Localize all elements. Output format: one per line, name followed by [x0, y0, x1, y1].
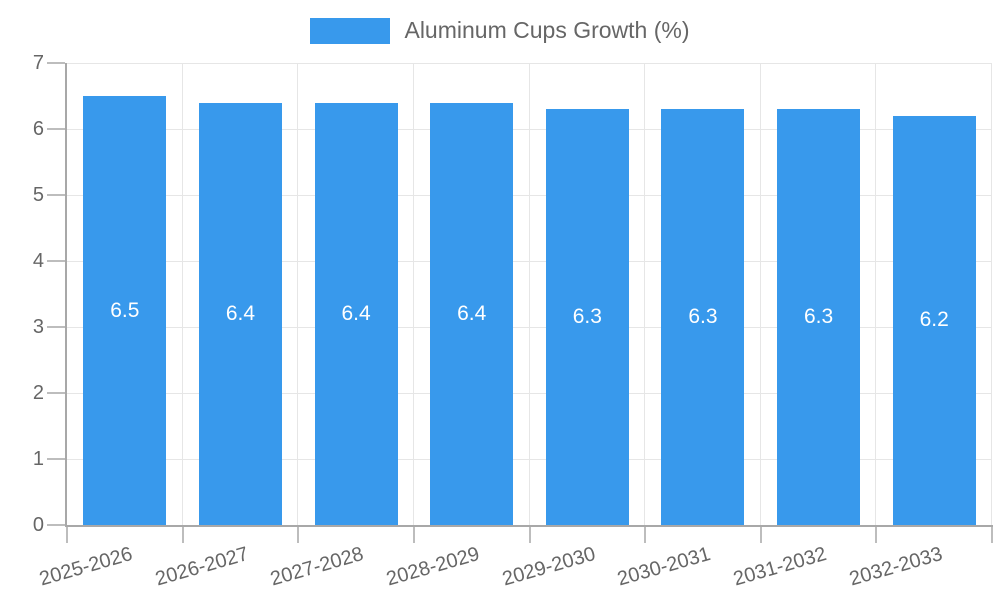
- y-axis-label: 0: [32, 514, 44, 536]
- gridline-horizontal: [67, 63, 992, 64]
- x-axis-tick: [66, 525, 68, 543]
- x-axis-tick: [875, 525, 878, 543]
- x-axis-label: 2028-2029: [384, 542, 483, 591]
- gridline-horizontal: [67, 195, 992, 196]
- y-axis-tick: [47, 260, 65, 262]
- bar-2029-2030[interactable]: 6.3: [545, 109, 629, 525]
- gridline-vertical: [181, 63, 183, 525]
- x-axis-label: 2029-2030: [499, 542, 598, 591]
- x-axis-tick: [412, 525, 415, 543]
- y-axis-label: 7: [32, 52, 44, 74]
- gridline-vertical: [759, 63, 761, 525]
- gridline-horizontal: [67, 327, 992, 328]
- gridline-vertical: [644, 63, 646, 525]
- bar-value-label: 6.3: [572, 305, 602, 329]
- x-axis-tick: [991, 525, 993, 543]
- gridline-vertical: [991, 63, 992, 525]
- y-axis-tick: [47, 128, 65, 130]
- y-axis-label: 6: [32, 118, 44, 140]
- x-axis-tick: [759, 525, 762, 543]
- bar-value-label: 6.4: [341, 301, 371, 325]
- bar-2030-2031[interactable]: 6.3: [661, 109, 745, 525]
- gridline-vertical: [528, 63, 530, 525]
- y-axis-tick: [47, 392, 65, 394]
- y-axis-line: [65, 63, 67, 527]
- bar-value-label: 6.4: [225, 301, 256, 325]
- y-axis-tick: [47, 524, 65, 526]
- x-axis-label: 2032-2033: [846, 542, 945, 591]
- y-axis-label: 2: [32, 382, 44, 404]
- bar-2025-2026[interactable]: 6.5: [83, 96, 167, 525]
- x-axis-tick: [181, 525, 184, 543]
- bar-value-label: 6.2: [919, 308, 949, 332]
- gridline-horizontal: [67, 129, 992, 130]
- y-axis-tick: [47, 62, 65, 64]
- x-axis-line: [65, 525, 993, 527]
- gridline-vertical: [875, 63, 877, 525]
- bar-2026-2027[interactable]: 6.4: [198, 102, 282, 525]
- plot-area: 0 1 2 3 4 5 6 7 6.5 6.4 6.4 6.4 6.3 6.3 6.3 6.2 2025-202…: [33, 52, 993, 590]
- x-axis-label: 2027-2028: [268, 542, 367, 591]
- x-axis-tick: [528, 525, 531, 543]
- chart-legend-item[interactable]: Aluminum Cups Growth (%): [0, 17, 1000, 44]
- y-axis-label: 1: [32, 448, 44, 470]
- x-axis-tick: [644, 525, 647, 543]
- legend-label: Aluminum Cups Growth (%): [404, 17, 690, 43]
- x-axis-label: 2025-2026: [37, 542, 136, 591]
- bar-2032-2033[interactable]: 6.2: [892, 115, 976, 525]
- bar-value-label: 6.3: [688, 305, 718, 329]
- y-axis-label: 5: [32, 184, 44, 206]
- legend-swatch: [310, 17, 391, 44]
- x-axis-tick: [297, 525, 300, 543]
- gridline-horizontal: [67, 459, 992, 460]
- x-axis-label: 2030-2031: [615, 542, 714, 591]
- gridline-horizontal: [67, 393, 992, 394]
- bar-2028-2029[interactable]: 6.4: [430, 102, 514, 525]
- y-axis-tick: [47, 194, 65, 196]
- x-axis-label: 2026-2027: [152, 542, 251, 591]
- bar-value-label: 6.4: [457, 301, 487, 325]
- gridline-vertical: [412, 63, 414, 525]
- bar-value-label: 6.5: [110, 298, 140, 322]
- y-axis-tick: [47, 458, 65, 460]
- y-axis-label: 3: [32, 316, 44, 338]
- gridline-horizontal: [67, 261, 992, 262]
- y-axis-tick: [47, 326, 65, 328]
- bar-2027-2028[interactable]: 6.4: [314, 102, 398, 525]
- y-axis-label: 4: [32, 250, 44, 272]
- gridline-vertical: [297, 63, 299, 525]
- x-axis-label: 2031-2032: [730, 542, 829, 591]
- bar-value-label: 6.3: [803, 305, 834, 329]
- bar-2031-2032[interactable]: 6.3: [777, 109, 861, 525]
